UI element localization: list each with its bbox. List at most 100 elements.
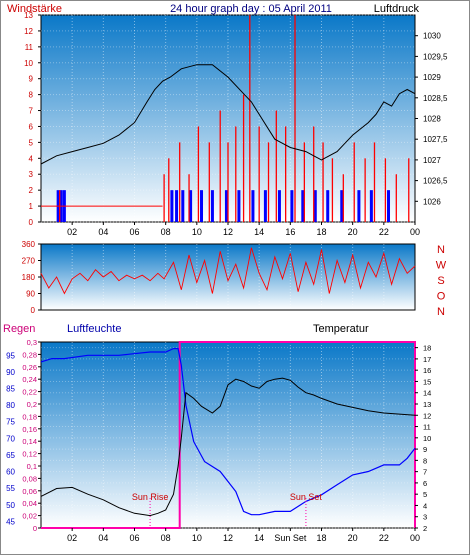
humidity-tick-label: 75	[6, 418, 15, 427]
rain-tick-label: 0,16	[22, 425, 37, 434]
time-tick-label: 18	[316, 533, 326, 543]
calm-bar	[181, 190, 185, 222]
rain-tick-label: 0,3	[27, 338, 37, 347]
calm-bar	[224, 190, 228, 222]
humidity-tick-label: 60	[6, 468, 15, 477]
time-tick-label: 02	[67, 533, 77, 543]
sun-annotation: Sun Rise	[132, 492, 169, 502]
wind-tick-label: 2	[29, 186, 34, 195]
temperature-tick-label: 15	[423, 377, 431, 386]
wind-direction-line	[40, 247, 416, 295]
time-tick-label: 00	[410, 533, 420, 543]
compass-label: S	[437, 275, 444, 287]
humidity-tick-label: 70	[6, 434, 15, 443]
time-tick-label: Sun Set	[274, 533, 307, 543]
temperature-tick-label: 17	[423, 355, 431, 364]
calm-bar	[340, 190, 344, 222]
temperature-tick-label: 9	[423, 445, 427, 454]
compass-label: N	[437, 306, 445, 318]
calm-bar	[277, 190, 281, 222]
humidity-tick-label: 85	[6, 385, 15, 394]
wind-tick-label: 9	[29, 75, 34, 84]
rain-tick-label: 0,24	[22, 375, 37, 384]
pressure-tick-label: 1026	[423, 197, 441, 206]
time-tick-label: 20	[348, 533, 358, 543]
time-tick-label: 16	[285, 227, 295, 237]
rain-tick-label: 0,26	[22, 363, 37, 372]
rain-tick-label: 0,12	[22, 450, 37, 459]
calm-bar	[290, 190, 294, 222]
temperature-tick-label: 6	[423, 479, 427, 488]
temperature-tick-label: 18	[423, 344, 431, 353]
pressure-tick-label: 1028,5	[423, 94, 448, 103]
humidity-tick-label: 90	[6, 368, 15, 377]
time-tick-label: 10	[192, 533, 202, 543]
temp-humidity-panel	[40, 341, 416, 529]
pressure-tick-label: 1030	[423, 32, 441, 41]
time-tick-label: 14	[254, 533, 264, 543]
wind-tick-label: 13	[24, 11, 33, 20]
humidity-tick-label: 55	[6, 484, 15, 493]
wind-tick-label: 6	[29, 122, 34, 131]
calm-bar	[326, 190, 330, 222]
wind-tick-label: 10	[24, 59, 33, 68]
rain-tick-label: 0,14	[22, 437, 37, 446]
calm-bar	[189, 190, 193, 222]
pressure-tick-label: 1028	[423, 115, 441, 124]
wind-title: Windstärke	[7, 3, 62, 15]
wind-tick-label: 7	[29, 107, 34, 116]
compass-label: W	[436, 260, 447, 272]
calm-bar	[237, 190, 241, 222]
calm-bar	[357, 190, 361, 222]
compass-label: O	[437, 291, 446, 303]
pressure-tick-label: 1026,5	[423, 177, 448, 186]
calm-bar	[301, 190, 305, 222]
humidity-tick-label: 95	[6, 351, 15, 360]
temperature-title: Temperatur	[313, 323, 369, 335]
rain-title: Regen	[3, 323, 35, 335]
time-tick-label: 08	[161, 533, 171, 543]
wind-tick-label: 5	[29, 138, 34, 147]
rain-tick-label: 0,04	[22, 499, 37, 508]
time-tick-label: 22	[379, 227, 389, 237]
sun-annotation: Sun Set	[290, 492, 323, 502]
pressure-line	[40, 64, 416, 165]
direction-tick-label: 360	[22, 240, 36, 249]
time-tick-label: 08	[161, 227, 171, 237]
time-tick-label: 04	[98, 227, 108, 237]
time-tick-label: 04	[98, 533, 108, 543]
rain-tick-label: 0,28	[22, 350, 37, 359]
humidity-tick-label: 65	[6, 451, 15, 460]
humidity-tick-label: 50	[6, 501, 15, 510]
temperature-tick-label: 2	[423, 524, 427, 533]
temperature-tick-label: 14	[423, 389, 431, 398]
pressure-tick-label: 1029	[423, 73, 441, 82]
humidity-line	[40, 348, 416, 516]
direction-tick-label: 270	[22, 257, 36, 266]
temperature-tick-label: 3	[423, 513, 427, 522]
pressure-title: Luftdruck	[374, 3, 420, 15]
humidity-tick-label: 80	[6, 401, 15, 410]
temperature-tick-label: 7	[423, 468, 427, 477]
time-tick-label: 06	[129, 227, 139, 237]
pressure-tick-label: 1027	[423, 156, 441, 165]
temperature-tick-label: 10	[423, 434, 431, 443]
wind-tick-label: 8	[29, 91, 34, 100]
calm-bar	[200, 190, 204, 222]
wind-tick-label: 4	[29, 154, 34, 163]
time-tick-label: 00	[410, 227, 420, 237]
rain-tick-label: 0,18	[22, 412, 37, 421]
time-tick-label: 12	[223, 227, 233, 237]
wind-tick-label: 11	[25, 43, 34, 52]
rain-tick-label: 0	[33, 524, 37, 533]
temperature-tick-label: 11	[423, 423, 431, 432]
time-tick-label: 12	[223, 533, 233, 543]
temperature-line	[40, 377, 416, 517]
time-tick-label: 18	[316, 227, 326, 237]
time-tick-label: 14	[254, 227, 264, 237]
temperature-tick-label: 16	[423, 366, 431, 375]
calm-bar	[387, 190, 391, 222]
rain-tick-label: 0,06	[22, 487, 37, 496]
calm-bar	[170, 190, 174, 222]
